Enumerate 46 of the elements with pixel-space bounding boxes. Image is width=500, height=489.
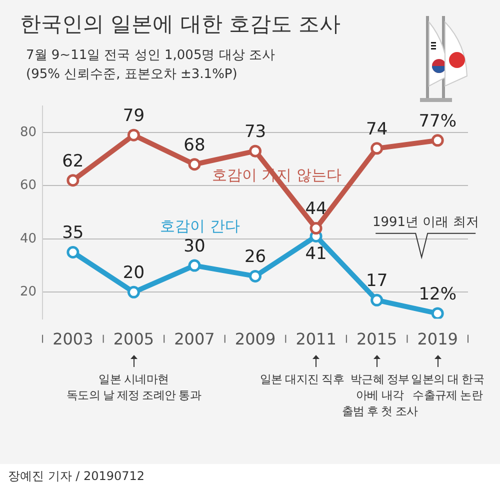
data-label: 30 (184, 236, 206, 256)
text: 일본 대지진 직후 (260, 370, 344, 387)
x-tick-label: 2005 (113, 330, 154, 349)
x-tick-label: 2003 (52, 330, 94, 349)
data-label: 79 (122, 106, 145, 126)
data-label: 77% (418, 111, 457, 132)
x-tick-label: 2007 (174, 330, 215, 349)
point (249, 144, 262, 158)
data-label: 12% (418, 284, 457, 304)
point (127, 286, 140, 298)
text: 일본의 대 한국 수출규제 논란 (411, 370, 484, 403)
data-label: 68 (184, 135, 206, 156)
data-label: 41 (305, 244, 327, 264)
data-label: 17 (366, 271, 388, 292)
point (188, 158, 201, 171)
data-label: 62 (62, 151, 84, 172)
chart-title: 한국인의 일본에 대한 호감도 조사 (20, 11, 341, 38)
point (188, 259, 201, 272)
text: 장예진 기자 / 20190712 (0, 464, 500, 489)
y-tick-label: 20 (20, 284, 37, 300)
chart-subtitle: 7월 9~11일 전국 성인 1,005명 대상 조사 (95% 신뢰수준, 표본오차 ±3.1%P) (26, 47, 275, 84)
point (310, 222, 322, 235)
data-label: 74 (366, 119, 388, 140)
point (66, 174, 80, 187)
x-tick-label: 2009 (234, 330, 276, 349)
x-tick-label: 2015 (356, 330, 398, 349)
y-tick-label: 80 (20, 124, 37, 140)
point (249, 270, 262, 282)
point (127, 128, 140, 142)
point (370, 294, 384, 306)
x-tick-label: 2011 (296, 330, 336, 349)
y-tick-label: 40 (20, 231, 37, 246)
annotation: 1991년 이래 최저 (372, 215, 479, 230)
data-label: 35 (62, 223, 84, 244)
data-label: 20 (122, 263, 145, 284)
data-label: 73 (244, 122, 266, 142)
point (370, 142, 384, 155)
point (431, 134, 444, 147)
point (66, 246, 80, 258)
data-label: 44 (305, 199, 327, 220)
x-tick-label: 2019 (417, 330, 458, 349)
y-tick-label: 60 (20, 178, 37, 194)
point (431, 307, 444, 319)
text: 호감이 간다 (160, 217, 240, 236)
data-label: 26 (244, 247, 266, 268)
text: 일본 시네마현 독도의 날 제정 조례안 통과 (66, 370, 202, 403)
